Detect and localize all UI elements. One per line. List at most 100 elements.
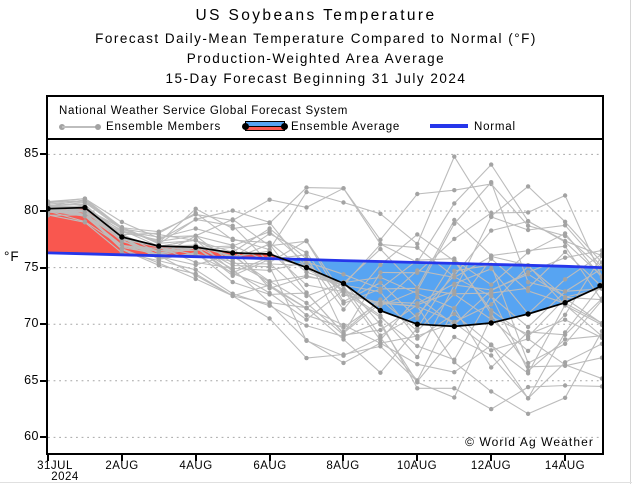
x-axis-tick-label: 12AUG bbox=[470, 460, 512, 472]
ensemble-member-point bbox=[562, 233, 568, 239]
legend-source-label: National Weather Service Global Forecast… bbox=[59, 105, 348, 117]
screenshot-bottom-edge bbox=[0, 482, 632, 483]
ensemble-member-point bbox=[193, 206, 198, 211]
ensemble-member-point bbox=[378, 297, 383, 302]
ensemble-members-label: Ensemble Members bbox=[106, 121, 222, 133]
ensemble-member-point bbox=[267, 220, 272, 225]
ensemble-member-point bbox=[304, 313, 309, 318]
ensemble-member-point bbox=[562, 332, 568, 337]
ensemble-member-line bbox=[48, 210, 602, 329]
ensemble-member-point bbox=[525, 223, 531, 228]
page-title: US Soybeans Temperature bbox=[195, 7, 437, 24]
ensemble-member-point bbox=[341, 287, 346, 292]
ensemble-member-point bbox=[378, 327, 383, 333]
ensemble-average-point bbox=[48, 206, 51, 212]
y-axis-tick-label: 75 bbox=[24, 260, 39, 274]
ensemble-member-point bbox=[415, 316, 420, 321]
ensemble-average-point bbox=[230, 250, 236, 256]
x-axis-tick-label: 14AUG bbox=[544, 460, 586, 472]
y-axis-unit-label: °F bbox=[4, 249, 20, 264]
ensemble-member-point bbox=[525, 218, 531, 224]
ensemble-member-point bbox=[525, 360, 531, 366]
ensemble-member-point bbox=[304, 306, 309, 311]
ensemble-member-point bbox=[489, 162, 494, 167]
legend: National Weather Service Global Forecast… bbox=[46, 95, 604, 138]
ensemble-member-point bbox=[267, 260, 272, 265]
above-normal-fill bbox=[48, 207, 284, 259]
ensemble-member-point bbox=[304, 250, 309, 255]
ensemble-member-point bbox=[415, 362, 420, 367]
ensemble-member-point bbox=[525, 324, 531, 330]
ensemble-member-point bbox=[599, 274, 602, 279]
ensemble-member-point bbox=[525, 411, 531, 416]
ensemble-average-point bbox=[303, 264, 310, 271]
ensemble-member-point bbox=[267, 279, 272, 284]
ensemble-member-point bbox=[230, 273, 235, 278]
ensemble-member-point bbox=[562, 193, 568, 198]
ensemble-member-point bbox=[304, 189, 309, 195]
ensemble-member-point bbox=[341, 272, 346, 277]
ensemble-member-point bbox=[230, 269, 235, 274]
ensemble-member-point bbox=[119, 243, 125, 248]
ensemble-member-point bbox=[267, 226, 272, 231]
ensemble-member-point bbox=[378, 280, 383, 285]
ensemble-member-point bbox=[341, 360, 346, 366]
below-band-icon bbox=[246, 126, 284, 130]
ensemble-member-point bbox=[341, 292, 346, 298]
ensemble-member-point bbox=[452, 268, 457, 274]
ensemble-member-point bbox=[415, 386, 420, 391]
ensemble-member-point bbox=[489, 214, 494, 220]
ensemble-member-point bbox=[341, 307, 346, 312]
ensemble-member-point bbox=[562, 383, 568, 388]
ensemble-member-line bbox=[48, 214, 602, 410]
ensemble-member-point bbox=[304, 323, 309, 328]
ensemble-member-point bbox=[267, 264, 272, 269]
ensemble-member-point bbox=[489, 302, 494, 307]
ensemble-member-point bbox=[378, 341, 383, 346]
ensemble-member-line bbox=[48, 214, 602, 380]
y-axis-tick bbox=[40, 153, 48, 155]
x-axis-tick bbox=[269, 455, 271, 461]
ensemble-member-point bbox=[267, 303, 272, 308]
ensemble-member-point bbox=[489, 348, 494, 353]
copyright-label: © World Ag Weather bbox=[465, 435, 594, 449]
ensemble-member-point bbox=[452, 217, 457, 223]
ensemble-member-point bbox=[230, 243, 235, 248]
ensemble-member-point bbox=[562, 341, 568, 346]
ensemble-member-point bbox=[599, 341, 602, 346]
ensemble-member-point bbox=[562, 277, 568, 282]
ensemble-member-point bbox=[525, 368, 531, 374]
ensemble-member-point bbox=[341, 332, 346, 338]
ensemble-member-point bbox=[415, 232, 420, 237]
ensemble-member-point bbox=[193, 260, 198, 265]
x-axis-tick bbox=[416, 455, 418, 461]
x-axis-tick bbox=[47, 455, 49, 461]
ensemble-member-point bbox=[378, 241, 383, 247]
ensemble-member-point bbox=[341, 186, 346, 191]
ensemble-member-point bbox=[415, 241, 420, 247]
average-dot-icon bbox=[242, 123, 249, 130]
ensemble-member-point bbox=[304, 185, 309, 190]
ensemble-member-line bbox=[48, 207, 602, 333]
forecast-chart-svg bbox=[48, 153, 602, 438]
ensemble-member-point bbox=[267, 243, 272, 248]
screenshot-right-edge bbox=[630, 0, 631, 484]
ensemble-average-line bbox=[48, 206, 602, 328]
ensemble-member-point bbox=[304, 205, 309, 210]
normal-line-swatch bbox=[430, 124, 468, 128]
ensemble-member-point bbox=[452, 221, 457, 226]
chart-subtitle-2: Production-Weighted Area Average bbox=[186, 51, 446, 66]
ensemble-member-point bbox=[562, 289, 568, 294]
y-axis-tick-label: 80 bbox=[24, 203, 39, 217]
ensemble-member-point bbox=[562, 360, 568, 365]
ensemble-member-point bbox=[267, 282, 272, 288]
ensemble-member-point bbox=[562, 244, 568, 249]
ensemble-member-point bbox=[304, 274, 309, 279]
ensemble-member-point bbox=[230, 218, 235, 223]
ensemble-member-point bbox=[562, 249, 568, 255]
ensemble-member-point bbox=[562, 337, 568, 342]
x-axis-tick-sublabel: 2024 bbox=[51, 471, 79, 483]
ensemble-member-point bbox=[119, 225, 125, 230]
x-axis-tick bbox=[490, 455, 492, 461]
ensemble-member-point bbox=[525, 250, 531, 255]
